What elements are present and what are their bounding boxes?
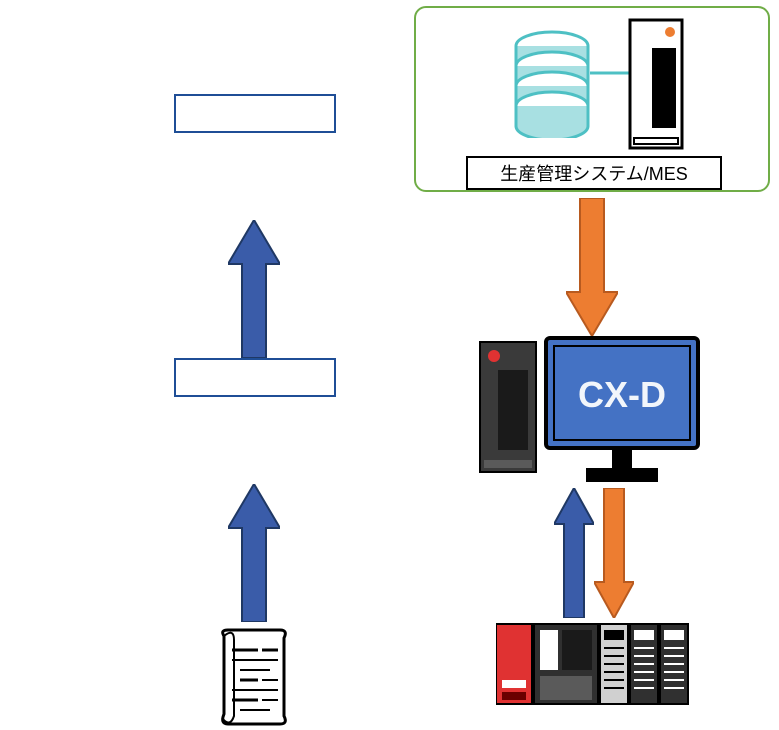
arrow-down-right-1 [566, 198, 618, 336]
mes-label: 生産管理システム/MES [500, 160, 687, 186]
server-icon [628, 18, 684, 150]
cxd-group: CX-D [478, 334, 708, 486]
plc-icon [496, 612, 694, 712]
arrow-down-right-bottom [594, 488, 634, 618]
database-icon [512, 28, 592, 138]
mes-container: 生産管理システム/MES [414, 6, 770, 192]
arrow-up-left-2 [228, 484, 280, 622]
scroll-doc-icon [214, 628, 292, 728]
db-server-connector [590, 68, 630, 78]
cxd-label: CX-D [558, 374, 686, 416]
arrow-up-right-bottom [554, 488, 594, 618]
top-blue-box [174, 94, 336, 133]
mid-blue-box [174, 358, 336, 397]
mes-label-box: 生産管理システム/MES [466, 156, 722, 190]
arrow-up-left-1 [228, 220, 280, 358]
cxd-tower-icon [478, 340, 538, 474]
